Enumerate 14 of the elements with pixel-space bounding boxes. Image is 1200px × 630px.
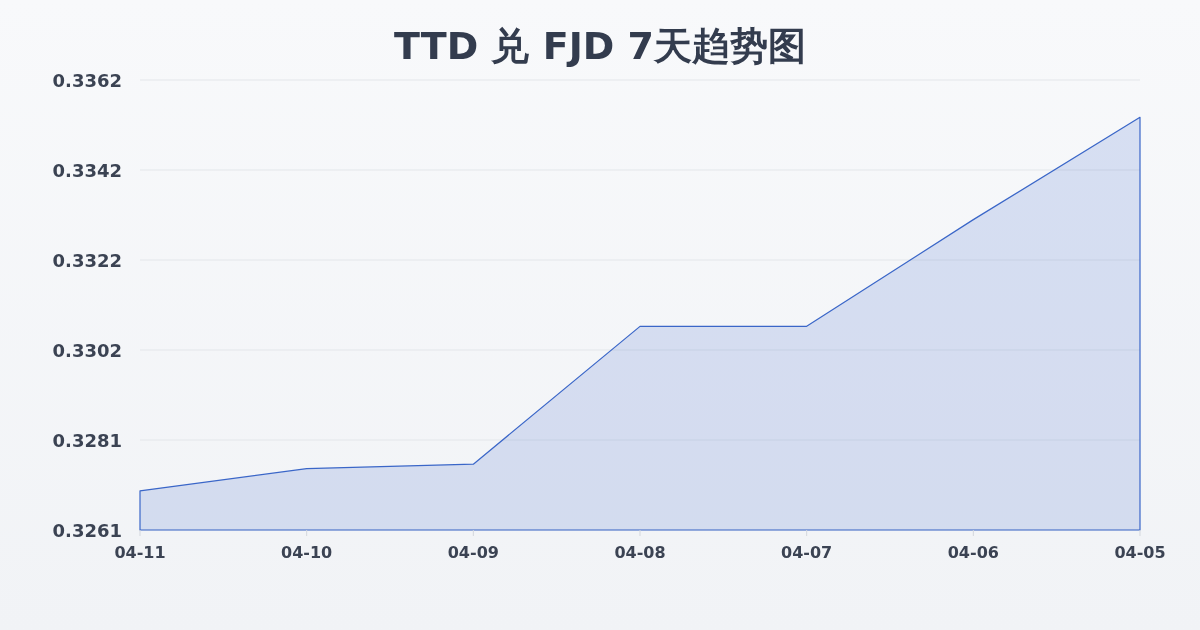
y-tick-label: 0.3261	[52, 520, 122, 541]
x-tick-label: 04-10	[281, 543, 333, 562]
y-tick-label: 0.3281	[52, 430, 122, 451]
x-tick-label: 04-08	[614, 543, 666, 562]
y-tick-label: 0.3322	[52, 250, 122, 271]
x-tick-label: 04-11	[114, 543, 166, 562]
y-tick-label: 0.3302	[52, 340, 122, 361]
y-tick-label: 0.3362	[52, 70, 122, 91]
x-tick-label: 04-05	[1114, 543, 1166, 562]
x-tick-label: 04-09	[447, 543, 499, 562]
y-tick-label: 0.3342	[52, 160, 122, 181]
x-tick-label: 04-07	[781, 543, 833, 562]
title: TTD 兑 FJD 7天趋势图	[394, 24, 806, 68]
x-tick-label: 04-06	[947, 543, 999, 562]
